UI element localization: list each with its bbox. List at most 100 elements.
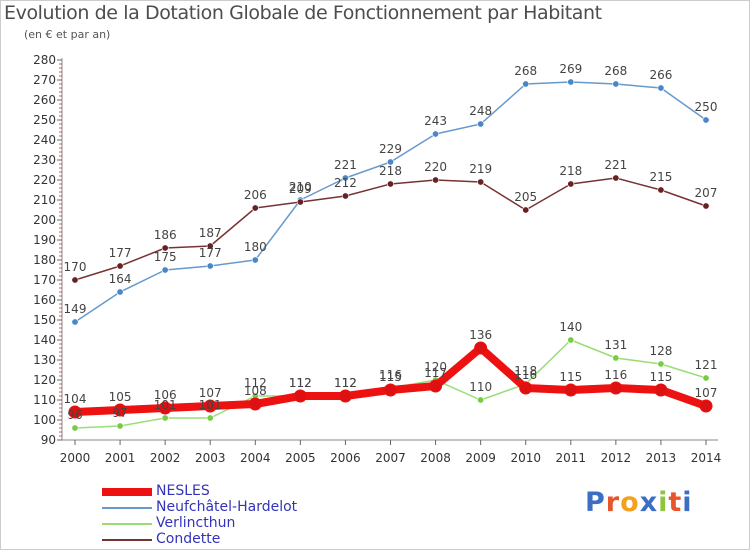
data-point <box>657 186 665 194</box>
data-point <box>657 360 665 368</box>
x-tick-label: 2014 <box>691 451 722 465</box>
y-tick-label: 270 <box>33 73 56 87</box>
chart-axes: 90 100 110 120 130 140 150 160 170 180 190 200 210 22… <box>33 53 721 465</box>
data-label: 116 <box>604 368 627 382</box>
x-tick-label: 2010 <box>510 451 541 465</box>
data-label: 187 <box>199 226 222 240</box>
data-point <box>477 396 485 404</box>
x-tick-label: 2005 <box>285 451 316 465</box>
data-point <box>654 383 668 397</box>
data-point <box>429 379 443 393</box>
data-point <box>386 180 394 188</box>
y-tick-label: 160 <box>33 293 56 307</box>
data-point <box>386 158 394 166</box>
y-tick-label: 190 <box>33 233 56 247</box>
data-label: 243 <box>424 114 447 128</box>
series-layer <box>68 78 713 432</box>
data-point <box>702 202 710 210</box>
data-label: 97 <box>112 406 127 420</box>
data-label: 117 <box>424 366 447 380</box>
data-label: 268 <box>514 64 537 78</box>
data-point <box>116 262 124 270</box>
y-tick-label: 130 <box>33 353 56 367</box>
data-point <box>702 116 710 124</box>
data-label: 131 <box>604 338 627 352</box>
data-label: 101 <box>199 398 222 412</box>
legend-swatch <box>102 488 152 496</box>
data-point <box>341 174 349 182</box>
data-point <box>522 206 530 214</box>
data-label: 107 <box>695 386 718 400</box>
data-point <box>71 276 79 284</box>
data-label-layer: 149 164 175 177 180 210 221 229 243 248 268 269 268 2… <box>64 62 718 422</box>
data-label: 177 <box>199 246 222 260</box>
legend-swatch <box>102 539 152 541</box>
data-point <box>477 178 485 186</box>
y-tick-label: 140 <box>33 333 56 347</box>
data-label: 205 <box>514 190 537 204</box>
data-label: 112 <box>289 376 312 390</box>
y-tick-label: 180 <box>33 253 56 267</box>
y-tick-label: 200 <box>33 213 56 227</box>
y-tick-label: 90 <box>41 433 56 447</box>
legend-swatch <box>102 523 152 525</box>
data-label: 101 <box>154 398 177 412</box>
data-label: 115 <box>649 370 672 384</box>
data-label: 112 <box>334 376 357 390</box>
data-label: 121 <box>695 358 718 372</box>
data-label: 106 <box>154 388 177 402</box>
data-point <box>564 383 578 397</box>
data-point <box>702 374 710 382</box>
x-tick-label: 2011 <box>556 451 587 465</box>
data-label: 110 <box>469 380 492 394</box>
y-tick-label: 150 <box>33 313 56 327</box>
y-tick-label: 220 <box>33 173 56 187</box>
logo-letter: o <box>620 487 640 518</box>
x-tick-label: 2003 <box>195 451 226 465</box>
data-point <box>657 84 665 92</box>
series-line-neufch-tel-hardelot <box>74 81 707 323</box>
data-point <box>474 341 488 355</box>
x-tick-label: 2001 <box>105 451 136 465</box>
data-label: 120 <box>424 360 447 374</box>
y-tick-label: 260 <box>33 93 56 107</box>
y-tick-label: 280 <box>33 53 56 67</box>
data-point <box>251 204 259 212</box>
y-tick-label: 170 <box>33 273 56 287</box>
data-label: 180 <box>244 240 267 254</box>
data-point <box>341 192 349 200</box>
data-point <box>206 262 214 270</box>
data-point <box>699 399 713 413</box>
data-label: 149 <box>64 302 87 316</box>
data-point <box>71 318 79 326</box>
data-point <box>251 256 259 264</box>
data-label: 218 <box>559 164 582 178</box>
data-label: 115 <box>559 370 582 384</box>
data-point <box>161 414 169 422</box>
data-label: 140 <box>559 320 582 334</box>
data-label: 116 <box>514 368 537 382</box>
data-label: 207 <box>695 186 718 200</box>
data-label: 164 <box>109 272 132 286</box>
data-point <box>161 244 169 252</box>
data-label: 118 <box>514 364 537 378</box>
y-tick-label: 210 <box>33 193 56 207</box>
data-label: 221 <box>604 158 627 172</box>
x-tick-label: 2007 <box>375 451 406 465</box>
x-tick-label: 2008 <box>420 451 451 465</box>
data-label: 170 <box>64 260 87 274</box>
data-label: 221 <box>334 158 357 172</box>
data-label: 215 <box>649 170 672 184</box>
data-label: 177 <box>109 246 132 260</box>
data-point <box>567 336 575 344</box>
data-point <box>522 80 530 88</box>
data-point <box>519 381 533 395</box>
data-label: 175 <box>154 250 177 264</box>
data-point <box>158 401 172 415</box>
data-point <box>384 383 397 397</box>
data-point <box>293 389 307 403</box>
data-point <box>248 397 262 411</box>
data-point <box>612 80 620 88</box>
x-tick-label: 2013 <box>646 451 677 465</box>
